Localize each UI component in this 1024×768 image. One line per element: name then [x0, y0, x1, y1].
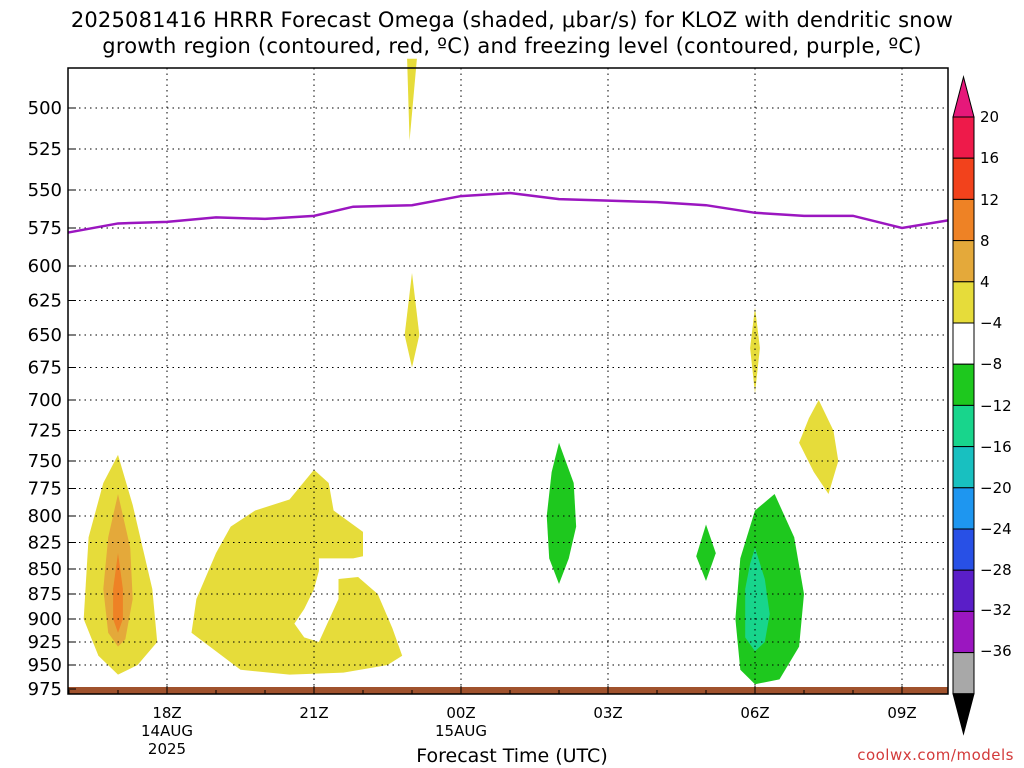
omega-region-21z — [191, 469, 403, 675]
colorbar-bottom-arrow — [952, 693, 975, 736]
y-tick-label-825: 825 — [28, 533, 62, 554]
y-tick-label-875: 875 — [28, 584, 62, 605]
omega-shading — [83, 58, 839, 685]
colorbar-label: 8 — [980, 232, 990, 250]
x-axis-title: Forecast Time (UTC) — [416, 745, 608, 767]
y-tick-label-850: 850 — [28, 559, 62, 580]
colorbar-segment — [952, 569, 975, 612]
colorbar-segment — [952, 487, 975, 530]
colorbar-segment — [952, 610, 975, 654]
y-tick-label-600: 600 — [28, 256, 62, 277]
freezing-level-contour — [67, 191, 949, 234]
colorbar-segment — [952, 198, 975, 242]
x-tick-label-06Z: 06Z — [740, 704, 769, 722]
omega-region-18z-max — [113, 553, 123, 633]
chart-title-line2: growth region (contoured, red, ºC) and f… — [102, 34, 922, 58]
omega-region-04z — [696, 524, 716, 581]
x-date-label: 15AUG — [435, 722, 487, 740]
terrain-strip — [68, 687, 948, 694]
colorbar-label: 16 — [980, 149, 999, 167]
colorbar-label: 20 — [980, 108, 999, 126]
y-tick-label-725: 725 — [28, 421, 62, 442]
omega-region-2330z — [404, 272, 420, 368]
colorbar-label: −12 — [980, 397, 1012, 415]
omega-region-01z — [546, 442, 577, 584]
colorbar-segment — [952, 157, 975, 200]
y-tick-label-925: 925 — [28, 632, 62, 653]
x-tick-label-00Z: 00Z — [446, 704, 475, 722]
credit-text: coolwx.com/models — [857, 746, 1014, 764]
colorbar-segment — [952, 240, 975, 283]
y-tick-label-500: 500 — [28, 98, 62, 119]
colorbar-label: −4 — [980, 314, 1002, 332]
colorbar-segment — [952, 281, 975, 324]
y-tick-label-750: 750 — [28, 451, 62, 472]
omega-region-07z-top — [407, 58, 417, 141]
x-tick-label-03Z: 03Z — [593, 704, 622, 722]
omega-region-06z-core — [745, 547, 770, 652]
x-date-label: 14AUG — [141, 722, 193, 740]
x-tick-label-21Z: 21Z — [299, 704, 328, 722]
colorbar-segment — [952, 363, 975, 406]
x-tick-label-18Z: 18Z — [152, 704, 181, 722]
colorbar-segment — [952, 528, 975, 571]
colorbar-label: 4 — [980, 273, 990, 291]
freezing-level-line — [67, 191, 949, 234]
colorbar-label: −32 — [980, 601, 1012, 619]
plot-frame — [67, 67, 949, 695]
colorbar-label: −20 — [980, 479, 1012, 497]
terrain-ground — [68, 687, 948, 694]
y-tick-label-550: 550 — [28, 180, 62, 201]
y-tick-label-900: 900 — [28, 609, 62, 630]
y-tick-label-625: 625 — [28, 291, 62, 312]
x-year-label: 2025 — [148, 740, 186, 758]
y-tick-label-525: 525 — [28, 139, 62, 160]
chart-title-line1: 2025081416 HRRR Forecast Omega (shaded, … — [70, 8, 954, 32]
omega-region-08z — [799, 400, 839, 494]
y-tick-label-775: 775 — [28, 479, 62, 500]
y-tick-label-675: 675 — [28, 358, 62, 379]
colorbar-label: 12 — [980, 191, 999, 209]
colorbar: 20 16 12 8 4 −4 −8 −12 −16 −20 −24 −28 −32 −36 — [952, 75, 1012, 736]
colorbar-label: −24 — [980, 520, 1012, 538]
y-axis: 500 525 550 575 600 625 650 675 700 725 750 775 800 8… — [28, 98, 76, 700]
colorbar-segment — [952, 404, 975, 448]
colorbar-segment — [952, 652, 975, 695]
colorbar-label: −8 — [980, 355, 1002, 373]
omega-region-06z-mid — [750, 307, 760, 394]
y-tick-label-650: 650 — [28, 325, 62, 346]
y-tick-label-700: 700 — [28, 390, 62, 411]
colorbar-segment — [952, 322, 975, 365]
colorbar-label: −36 — [980, 642, 1012, 660]
colorbar-segment — [952, 446, 975, 489]
y-tick-label-575: 575 — [28, 218, 62, 239]
x-tick-label-09Z: 09Z — [887, 704, 916, 722]
colorbar-top-arrow — [952, 75, 975, 118]
y-tick-label-975: 975 — [28, 679, 62, 700]
y-tick-label-950: 950 — [28, 655, 62, 676]
colorbar-label: −16 — [980, 438, 1012, 456]
y-tick-label-800: 800 — [28, 506, 62, 527]
colorbar-segment — [952, 116, 975, 159]
colorbar-label: −28 — [980, 561, 1012, 579]
